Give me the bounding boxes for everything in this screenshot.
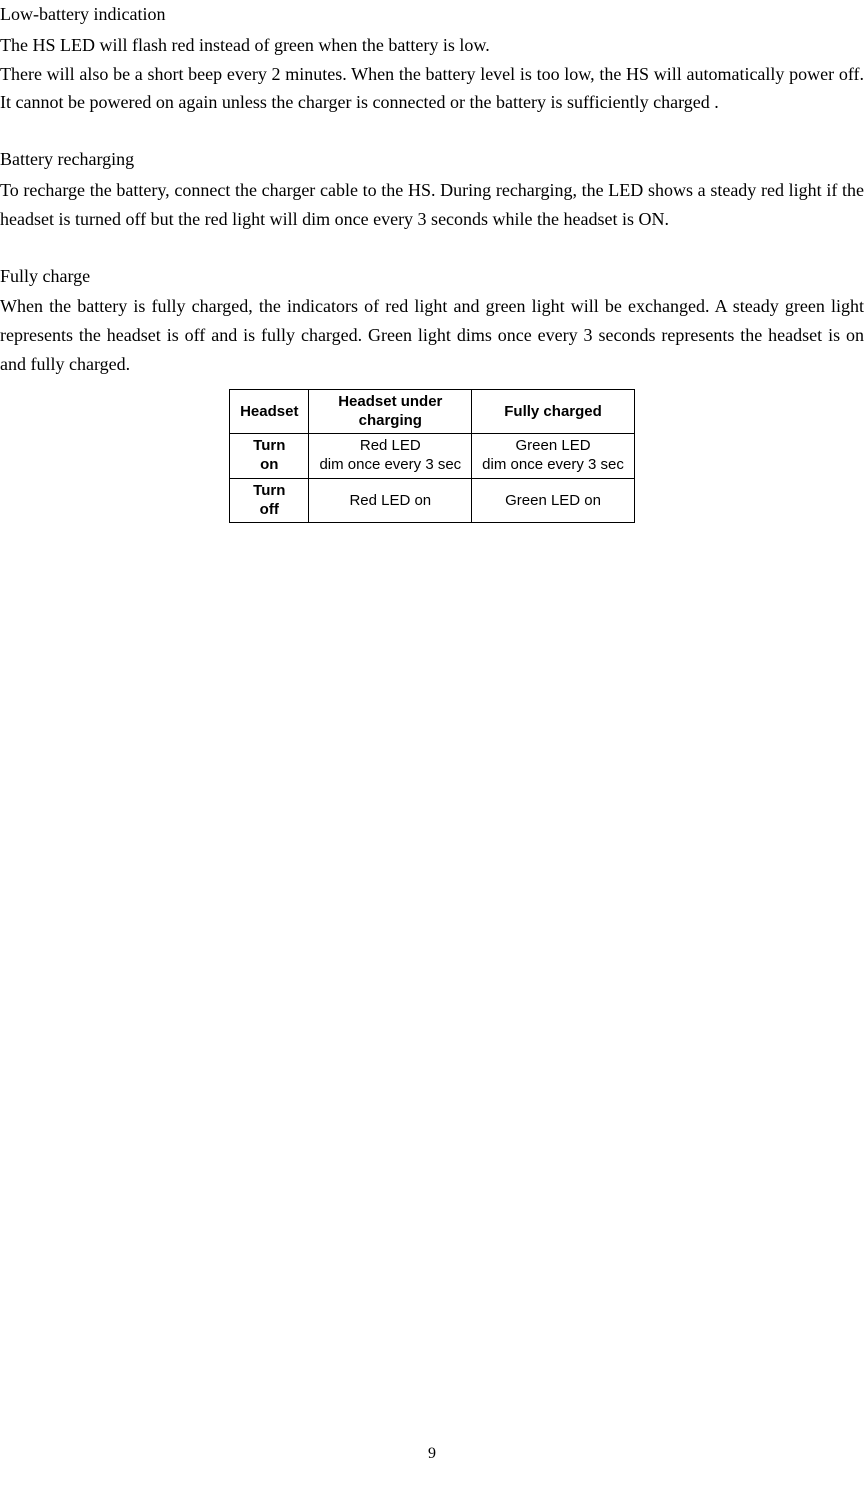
table-header-fully-charged: Fully charged — [472, 389, 635, 434]
table-header-headset: Headset — [230, 389, 309, 434]
table-header-charging: Headset undercharging — [309, 389, 472, 434]
paragraph-low-battery: The HS LED will flash red instead of gre… — [0, 31, 864, 117]
table-row-label-off: Turnoff — [230, 478, 309, 523]
led-status-table: Headset Headset undercharging Fully char… — [229, 389, 635, 524]
table-cell-off-charging: Red LED on — [309, 478, 472, 523]
paragraph-fully-charge: When the battery is fully charged, the i… — [0, 292, 864, 378]
table-row: Turnon Red LEDdim once every 3 sec Green… — [230, 434, 635, 479]
table-cell-on-full: Green LEDdim once every 3 sec — [472, 434, 635, 479]
table-cell-on-charging: Red LEDdim once every 3 sec — [309, 434, 472, 479]
table-header-row: Headset Headset undercharging Fully char… — [230, 389, 635, 434]
section-title-recharging: Battery recharging — [0, 145, 864, 174]
section-title-low-battery: Low-battery indication — [0, 0, 864, 29]
table-row-label-on: Turnon — [230, 434, 309, 479]
page-number: 9 — [0, 1441, 864, 1467]
table-cell-off-full: Green LED on — [472, 478, 635, 523]
section-title-fully-charge: Fully charge — [0, 262, 864, 291]
paragraph-recharging: To recharge the battery, connect the cha… — [0, 176, 864, 234]
table-row: Turnoff Red LED on Green LED on — [230, 478, 635, 523]
